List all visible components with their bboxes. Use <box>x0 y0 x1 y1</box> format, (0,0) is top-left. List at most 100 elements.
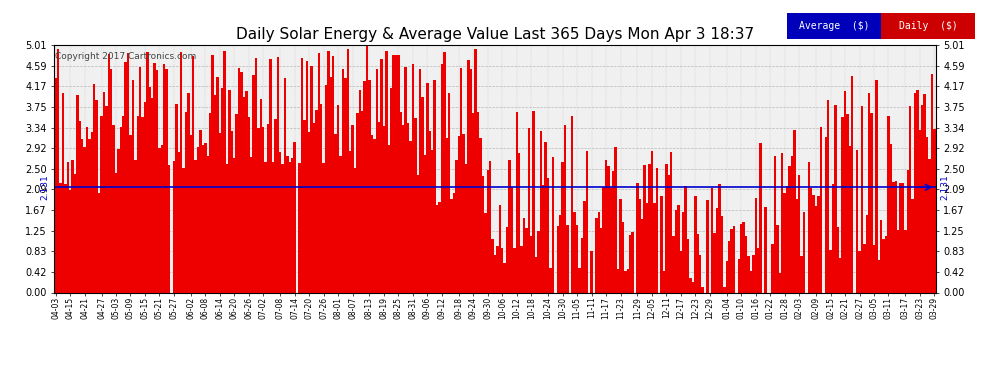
Bar <box>182 168 185 292</box>
Bar <box>706 200 709 292</box>
Bar <box>907 170 909 292</box>
Bar <box>286 156 289 292</box>
Bar <box>76 94 78 292</box>
Bar <box>291 158 293 292</box>
Text: Copyright 2017 Cartronics.com: Copyright 2017 Cartronics.com <box>55 53 197 62</box>
Bar <box>783 194 786 292</box>
Bar <box>397 56 400 292</box>
Bar <box>697 234 699 292</box>
Title: Daily Solar Energy & Average Value Last 365 Days Mon Apr 3 18:37: Daily Solar Energy & Average Value Last … <box>236 27 754 42</box>
Bar <box>731 229 733 292</box>
Bar <box>284 78 286 292</box>
Bar <box>752 255 754 292</box>
Bar <box>571 116 573 292</box>
Bar <box>757 248 759 292</box>
Bar <box>914 93 916 292</box>
Bar <box>472 113 474 292</box>
Bar <box>98 194 100 292</box>
Bar <box>427 83 429 292</box>
Bar <box>701 287 704 292</box>
Bar <box>103 93 105 292</box>
Bar <box>759 143 761 292</box>
Bar <box>412 64 414 292</box>
Bar <box>516 112 518 292</box>
Bar <box>793 130 796 292</box>
Bar <box>342 69 345 292</box>
Bar <box>675 210 677 292</box>
Bar <box>187 93 190 292</box>
Bar <box>315 110 318 292</box>
Bar <box>259 99 262 292</box>
Bar <box>482 177 484 292</box>
Bar <box>373 139 375 292</box>
Bar <box>665 164 667 292</box>
Bar <box>627 270 629 292</box>
Bar <box>742 222 744 292</box>
Bar <box>764 207 766 292</box>
Bar <box>204 143 207 292</box>
Bar <box>800 256 803 292</box>
Bar <box>842 117 843 292</box>
Bar <box>655 168 658 292</box>
Bar <box>105 106 108 292</box>
Bar <box>378 122 380 292</box>
Bar <box>924 94 926 292</box>
Bar <box>257 128 259 292</box>
Bar <box>467 60 469 292</box>
Bar <box>139 67 142 292</box>
Bar <box>209 113 211 292</box>
Bar <box>808 162 810 292</box>
Bar <box>486 171 489 292</box>
Bar <box>276 57 279 292</box>
Bar <box>856 150 858 292</box>
Bar <box>684 186 687 292</box>
Bar <box>340 156 342 292</box>
Bar <box>544 142 546 292</box>
Bar <box>405 67 407 292</box>
Bar <box>346 50 348 292</box>
Bar <box>86 127 88 292</box>
Bar <box>214 95 216 292</box>
Bar <box>110 69 113 292</box>
Bar <box>639 199 642 292</box>
Bar <box>117 149 120 292</box>
Bar <box>306 61 308 292</box>
Bar <box>345 78 346 292</box>
Bar <box>337 105 340 292</box>
Bar <box>556 226 559 292</box>
Bar <box>207 156 209 292</box>
Bar <box>113 125 115 292</box>
Bar <box>615 147 617 292</box>
Bar <box>576 225 578 292</box>
Bar <box>518 153 521 292</box>
Bar <box>175 104 177 292</box>
Bar <box>243 97 246 292</box>
Bar <box>172 161 175 292</box>
Bar <box>262 127 264 292</box>
Bar <box>528 128 530 292</box>
Bar <box>875 80 877 292</box>
Bar <box>211 55 214 292</box>
Bar <box>368 80 370 292</box>
Bar <box>383 126 385 292</box>
Bar <box>543 185 545 292</box>
Bar <box>414 118 417 292</box>
Bar <box>622 222 624 292</box>
Bar <box>158 148 160 292</box>
Bar <box>450 199 452 292</box>
Bar <box>632 231 634 292</box>
Bar <box>561 162 563 292</box>
Bar <box>837 228 839 292</box>
Bar <box>617 269 620 292</box>
Bar <box>95 100 98 292</box>
Bar <box>69 190 71 292</box>
Bar <box>153 63 155 292</box>
Bar <box>699 255 701 292</box>
Bar <box>607 166 610 292</box>
Bar <box>452 193 455 292</box>
Bar <box>890 144 892 292</box>
Bar <box>740 224 742 292</box>
Bar <box>860 106 863 292</box>
Bar <box>216 76 219 292</box>
Bar <box>465 164 467 292</box>
